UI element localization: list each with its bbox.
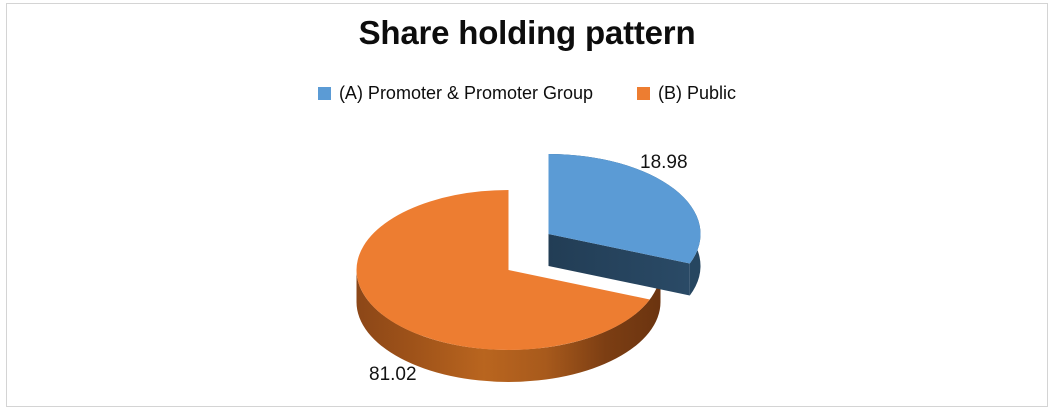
data-label-public: 81.02 [369, 364, 417, 385]
pie-slice-promoter-side [548, 234, 690, 296]
legend-label-public: (B) Public [658, 83, 737, 103]
data-label-promoter: 18.98 [640, 152, 688, 173]
pie-slice-public-side [356, 270, 661, 382]
chart-title: Share holding pattern [358, 14, 696, 51]
pie-slice-public[interactable] [356, 190, 661, 382]
pie-slice-public-top [356, 190, 650, 350]
chart-legend: (A) Promoter & Promoter Group (B) Public [0, 84, 1054, 102]
legend-label-promoter: (A) Promoter & Promoter Group [338, 83, 594, 103]
legend-swatch-promoter [317, 86, 331, 100]
legend-item-promoter[interactable]: (A) Promoter & Promoter Group [317, 83, 594, 103]
pie-slice-promoter[interactable] [548, 154, 701, 296]
legend-item-public[interactable]: (B) Public [637, 84, 736, 102]
legend-swatch-public [637, 86, 651, 100]
pie-slice-promoter-top [548, 154, 701, 264]
